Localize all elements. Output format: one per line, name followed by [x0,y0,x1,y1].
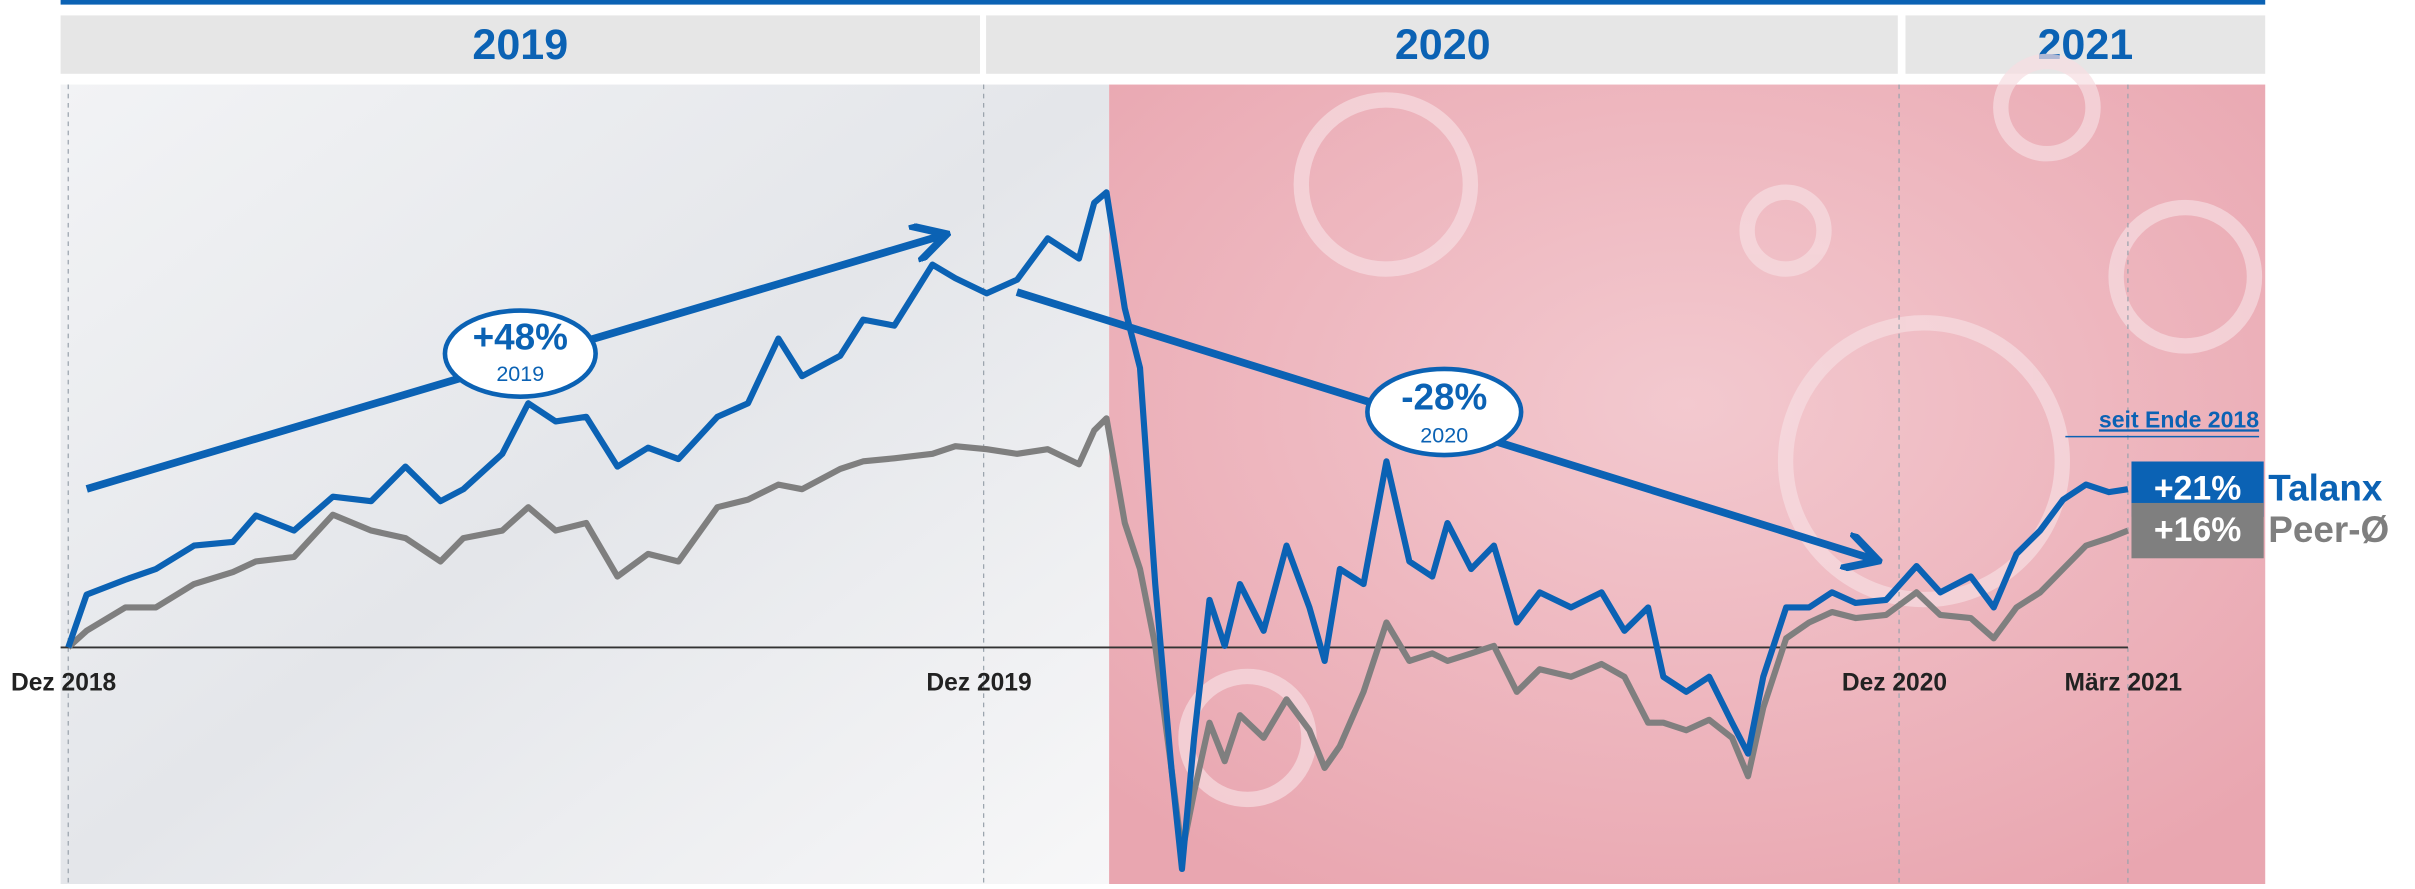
year-header [60,15,980,74]
annotation: -28% [1401,376,1487,417]
annotation-bubble [442,308,598,399]
legend-title: seit Ende 2018 [2099,406,2259,432]
year-header [986,15,1898,74]
series-line [66,415,2130,857]
legend-label: Peer-Ø [2268,509,2389,550]
annotation: +48% [473,317,568,358]
plot [60,84,2130,884]
x-tick-label: Dez 2020 [1842,670,1947,697]
x-tick-label: März 2021 [2065,670,2183,697]
end-label: +16% [2154,511,2241,549]
annotation-sub: 2020 [1420,423,1468,447]
annotation-sub: 2019 [496,362,544,386]
top-rule [60,0,2266,5]
x-tick-label: Dez 2018 [11,670,116,697]
end-badge [2131,502,2264,559]
legend-label: Talanx [2268,467,2383,508]
annotation-bubble [1365,366,1524,458]
end-label: +21% [2154,470,2241,508]
year-header [1905,15,2266,74]
year-label: 2020 [1395,21,1491,69]
x-tick-label: Dez 2019 [926,670,1031,697]
background-image [60,84,1110,884]
year-label: 2019 [472,21,568,69]
series-line [65,189,2129,873]
